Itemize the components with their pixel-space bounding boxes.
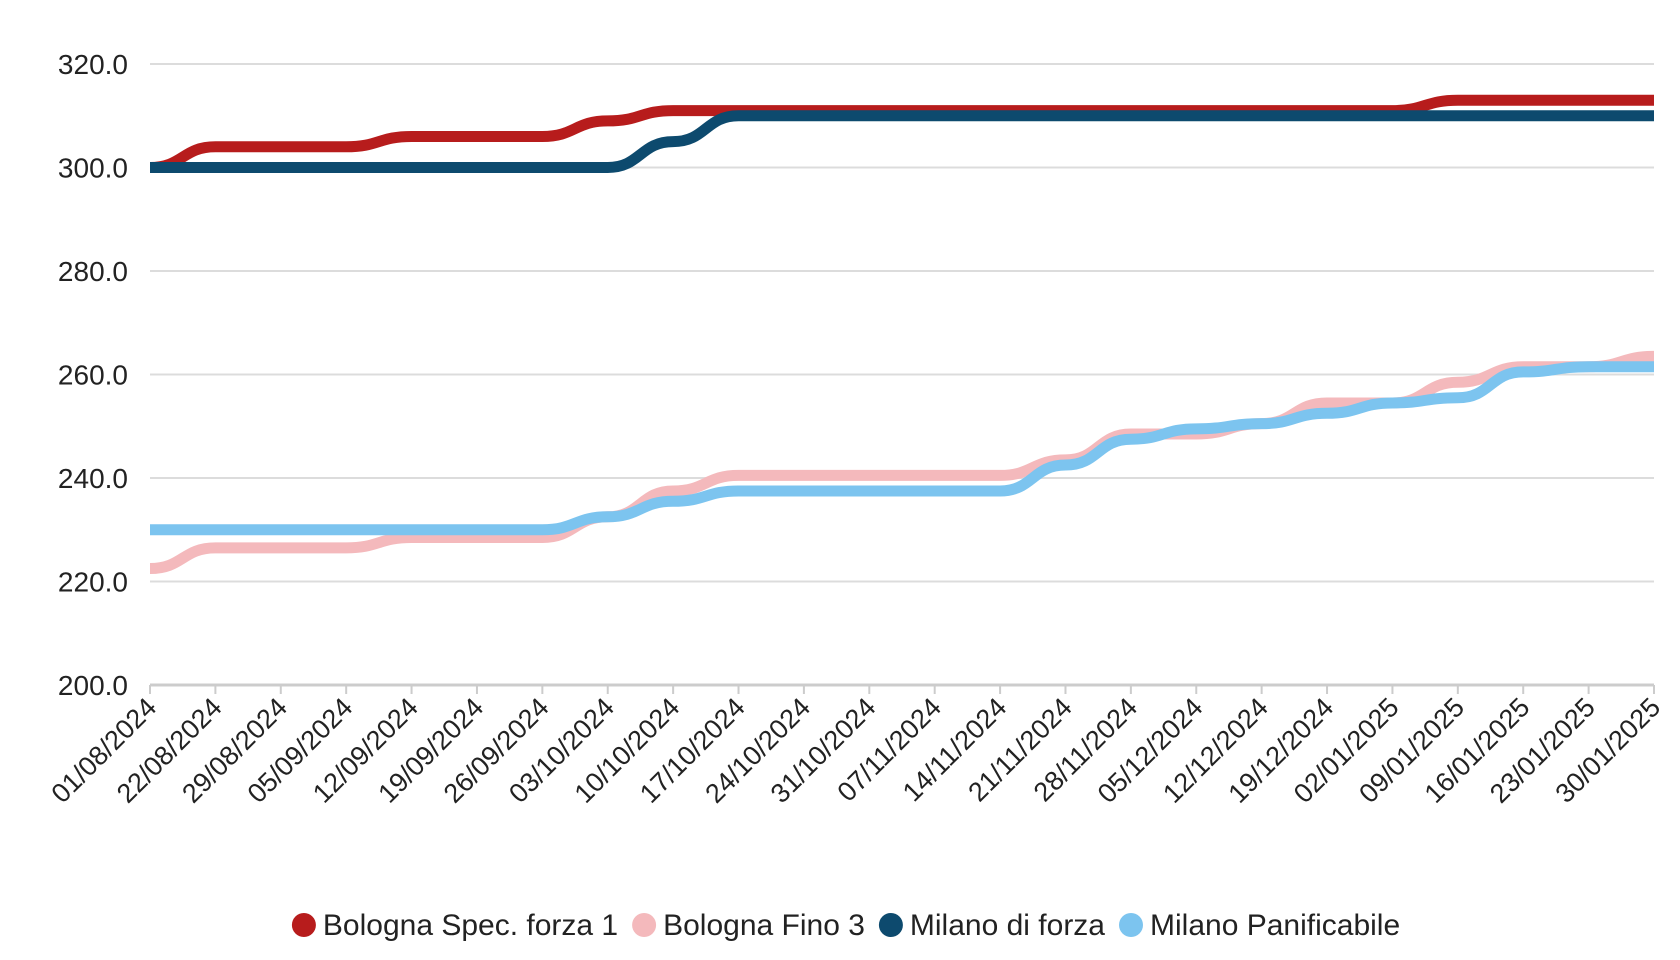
legend-marker [291, 913, 316, 937]
y-tick-label: 320.0 [58, 49, 128, 80]
y-tick-label: 260.0 [58, 360, 128, 391]
legend-marker [1119, 913, 1143, 937]
legend-marker [878, 913, 903, 937]
y-tick-label: 300.0 [58, 153, 128, 184]
series-line-4 [150, 361, 1654, 536]
y-axis-ticks: 200.0 220.0 240.0 260.0 280.0 300.0 320.0 [58, 49, 128, 701]
legend-label: Milano Panificabile [1150, 909, 1400, 942]
series-line-3 [150, 110, 1654, 173]
legend-label: Milano di forza [910, 909, 1105, 942]
legend-label: Bologna Spec. forza 1 [323, 909, 618, 942]
y-tick-label: 280.0 [58, 256, 128, 287]
legend-item: Milano di forza [878, 909, 1105, 942]
series-line-2 [149, 350, 1655, 575]
legend-item: Bologna Fino 3 [632, 909, 865, 942]
legend: Bologna Spec. forza 1 Bologna Fino 3 Milan… [291, 909, 1400, 942]
y-tick-label: 200.0 [58, 670, 128, 701]
y-tick-label: 240.0 [58, 463, 128, 494]
legend-label: Bologna Fino 3 [663, 909, 865, 942]
y-tick-label: 220.0 [58, 567, 128, 598]
legend-item: Milano Panificabile [1119, 909, 1400, 942]
legend-item: Bologna Spec. forza 1 [291, 909, 618, 942]
x-axis: 01/08/202422/08/202429/08/202405/09/2024… [45, 683, 1666, 809]
legend-marker [632, 913, 657, 937]
series-lines [149, 94, 1655, 575]
